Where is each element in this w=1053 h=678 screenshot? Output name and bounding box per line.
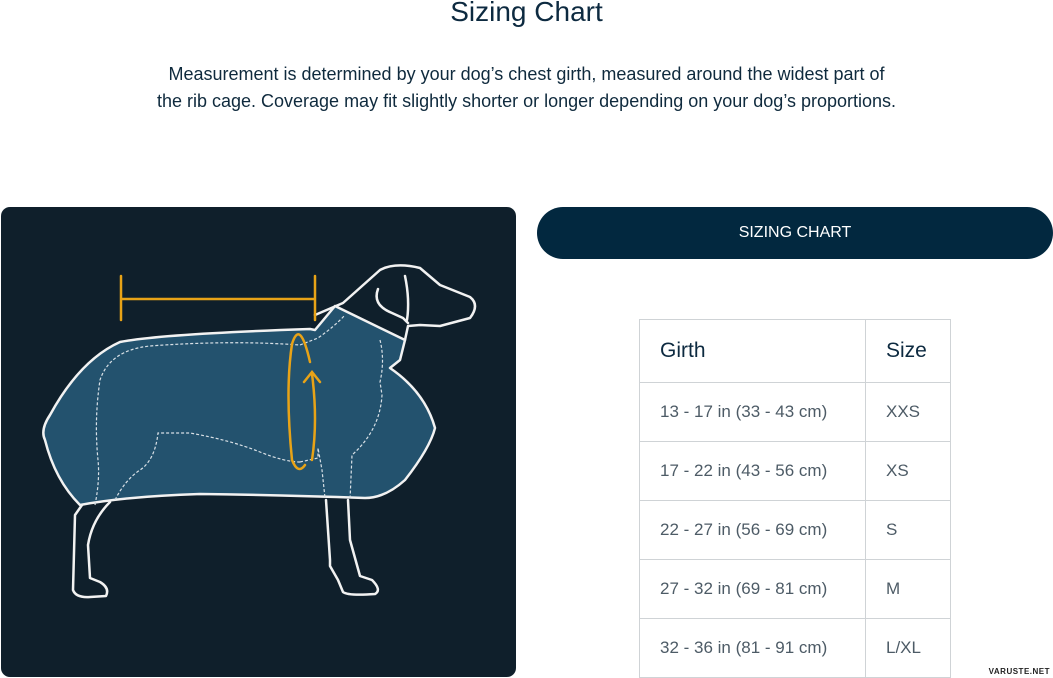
dog-measurement-illustration — [1, 207, 516, 677]
girth-cell: 32 - 36 in (81 - 91 cm) — [639, 618, 866, 678]
girth-cell: 17 - 22 in (43 - 56 cm) — [639, 441, 866, 501]
sizing-table: Girth Size 13 - 17 in (33 - 43 cm) XXS 17… — [639, 319, 951, 678]
girth-cell: 22 - 27 in (56 - 69 cm) — [639, 500, 866, 560]
description-line-1: Measurement is determined by your dog’s … — [168, 64, 885, 84]
girth-cell: 13 - 17 in (33 - 43 cm) — [639, 382, 866, 442]
size-cell: L/XL — [865, 618, 951, 678]
size-cell: XS — [865, 441, 951, 501]
table-row: 17 - 22 in (43 - 56 cm) XS — [639, 441, 951, 501]
table-row: 27 - 32 in (69 - 81 cm) M — [639, 559, 951, 619]
sizing-chart-button[interactable]: SIZING CHART — [537, 207, 1053, 259]
watermark: VARUSTE.NET — [988, 667, 1050, 676]
page-title: Sizing Chart — [450, 0, 603, 27]
girth-cell: 27 - 32 in (69 - 81 cm) — [639, 559, 866, 619]
size-cell: S — [865, 500, 951, 560]
table-header-row: Girth Size — [639, 319, 951, 383]
size-cell: XXS — [865, 382, 951, 442]
header-girth: Girth — [639, 319, 866, 383]
table-row: 32 - 36 in (81 - 91 cm) L/XL — [639, 618, 951, 678]
dog-coat-icon — [42, 264, 477, 599]
size-cell: M — [865, 559, 951, 619]
description-line-2: the rib cage. Coverage may fit slightly … — [156, 91, 897, 111]
header-size: Size — [865, 319, 951, 383]
table-row: 13 - 17 in (33 - 43 cm) XXS — [639, 382, 951, 442]
description: Measurement is determined by your dog’s … — [0, 61, 1053, 115]
table-row: 22 - 27 in (56 - 69 cm) S — [639, 500, 951, 560]
